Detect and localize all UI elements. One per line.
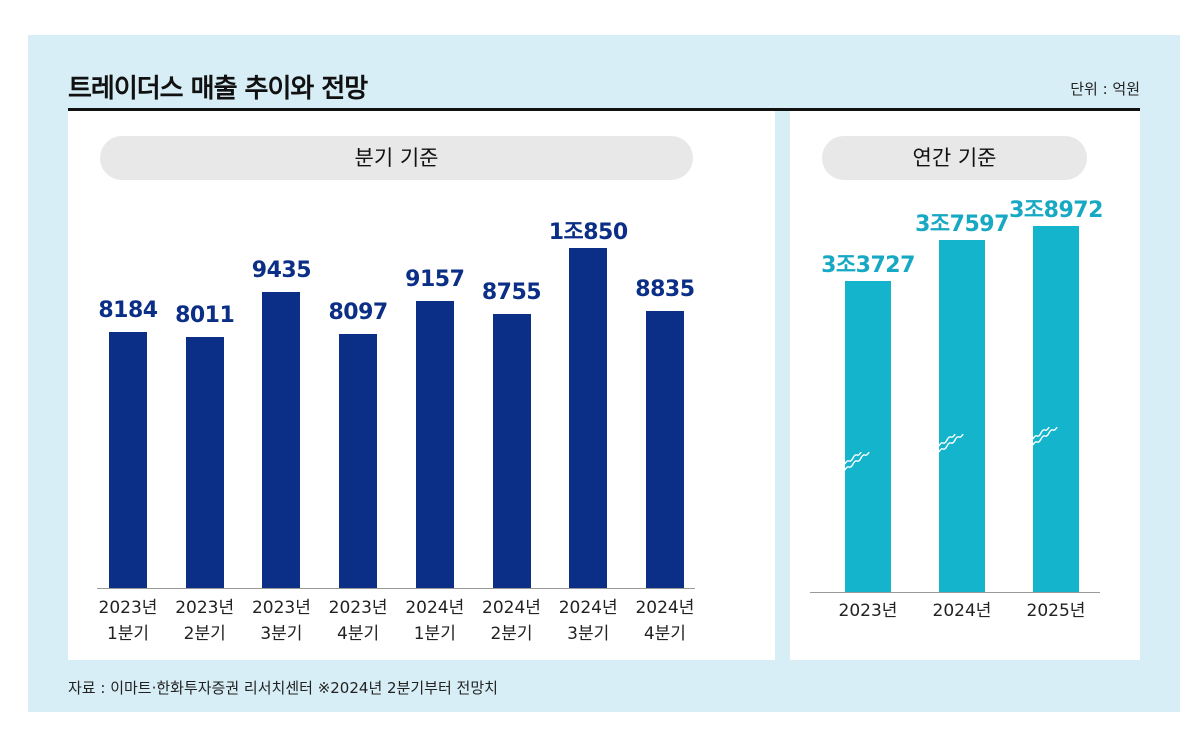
source-note: 자료 : 이마트·한화투자증권 리서치센터 ※2024년 2분기부터 전망치 bbox=[68, 679, 498, 697]
bar bbox=[845, 281, 891, 592]
title-rule bbox=[68, 108, 1140, 111]
x-tick-label: 2025년 bbox=[1026, 601, 1086, 621]
value-label: 3조7597 bbox=[915, 212, 1009, 238]
break-line bbox=[845, 452, 862, 465]
bar bbox=[492, 313, 531, 588]
axis-break bbox=[939, 433, 964, 453]
break-line bbox=[1033, 427, 1058, 446]
value-label: 9157 bbox=[405, 267, 465, 293]
page-title: 트레이더스 매출 추이와 전망 bbox=[68, 74, 368, 104]
x-tick-label: 2023년 1분기 bbox=[98, 598, 158, 644]
value-label: 9435 bbox=[251, 258, 312, 284]
x-tick-label: 2024년 4분기 bbox=[635, 598, 695, 644]
x-tick-label: 2023년 4분기 bbox=[328, 598, 388, 644]
value-label: 8011 bbox=[175, 302, 235, 328]
break-line bbox=[939, 433, 964, 453]
break-line bbox=[939, 433, 956, 447]
bar bbox=[262, 292, 301, 588]
value-label: 8097 bbox=[328, 300, 388, 326]
break-line bbox=[845, 452, 870, 471]
axis-break bbox=[845, 452, 870, 471]
value-label: 8835 bbox=[635, 277, 695, 303]
x-tick-label: 2023년 bbox=[838, 601, 898, 621]
x-tick-label: 2024년 3분기 bbox=[558, 598, 618, 644]
bar bbox=[939, 240, 985, 592]
x-tick-label: 2023년 3분기 bbox=[251, 598, 311, 644]
unit-note: 단위 : 억원 bbox=[1070, 80, 1140, 98]
x-tick-label: 2024년 1분기 bbox=[405, 598, 465, 644]
value-label: 3조3727 bbox=[821, 253, 915, 278]
value-label: 1조850 bbox=[548, 220, 628, 245]
axis-break bbox=[1033, 427, 1058, 446]
bar bbox=[645, 311, 684, 588]
bar bbox=[415, 301, 454, 588]
x-axis bbox=[810, 592, 1100, 593]
bar bbox=[339, 334, 378, 588]
bar bbox=[569, 248, 608, 588]
value-label: 3조8972 bbox=[1009, 198, 1103, 223]
value-label: 8184 bbox=[98, 297, 158, 323]
break-line bbox=[1033, 427, 1050, 440]
bar bbox=[1033, 226, 1079, 592]
x-axis bbox=[97, 588, 695, 589]
x-tick-label: 2024년 bbox=[932, 601, 992, 621]
bar bbox=[185, 336, 224, 588]
x-tick-label: 2023년 2분기 bbox=[175, 598, 235, 644]
bar bbox=[109, 331, 147, 588]
chart-title: 연간 기준 bbox=[822, 136, 1087, 180]
value-label: 8755 bbox=[481, 279, 542, 305]
chart-title: 분기 기준 bbox=[100, 136, 693, 180]
x-tick-label: 2024년 2분기 bbox=[482, 598, 541, 644]
